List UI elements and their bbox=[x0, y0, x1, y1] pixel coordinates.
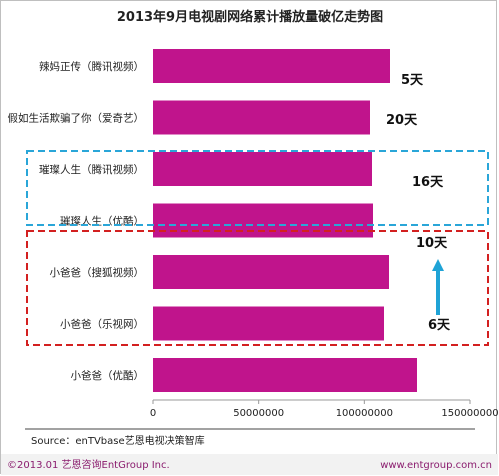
x-tick-label-1: 50000000 bbox=[233, 408, 284, 419]
copyright-text: ©2013.01 艺恩咨询EntGroup Inc. bbox=[7, 458, 170, 471]
footer-url: www.entgroup.com.cn bbox=[380, 460, 492, 471]
chart-title: 2013年9月电视剧网络累计播放量破亿走势图 bbox=[117, 9, 383, 25]
category-label-6: 小爸爸（优酷） bbox=[71, 369, 145, 382]
bar-6 bbox=[153, 358, 417, 392]
x-tick-label-3: 150000000 bbox=[441, 408, 498, 419]
footer-band bbox=[1, 454, 498, 475]
category-label-1: 假如生活欺骗了你（爱奇艺） bbox=[8, 112, 145, 125]
up-arrow-head bbox=[432, 259, 444, 271]
bar-3 bbox=[153, 203, 373, 238]
bar-5 bbox=[153, 306, 384, 341]
annotation-6-days: 6天 bbox=[428, 318, 451, 333]
bar-2 bbox=[153, 152, 372, 186]
x-tick-label-2: 100000000 bbox=[336, 408, 393, 419]
category-label-4: 小爸爸（搜狐视频） bbox=[50, 266, 145, 279]
category-label-2: 璀璨人生（腾讯视频） bbox=[39, 163, 144, 176]
category-label-0: 辣妈正传（腾讯视频） bbox=[39, 60, 144, 73]
source-text: Source：enTVbase艺恩电视决策智库 bbox=[31, 434, 205, 447]
annotation-16-days: 16天 bbox=[412, 175, 444, 190]
bar-1 bbox=[153, 100, 370, 135]
bar-4 bbox=[153, 255, 389, 289]
category-label-5: 小爸爸（乐视网） bbox=[60, 318, 144, 331]
annotation-20-days: 20天 bbox=[386, 113, 418, 128]
annotation-5-days: 5天 bbox=[401, 73, 424, 88]
highlight-box-blue bbox=[26, 150, 489, 226]
annotation-10-days: 10天 bbox=[416, 236, 448, 251]
x-tick-label-0: 0 bbox=[150, 408, 156, 419]
bar-0 bbox=[153, 49, 390, 83]
highlight-box-red bbox=[26, 230, 489, 346]
